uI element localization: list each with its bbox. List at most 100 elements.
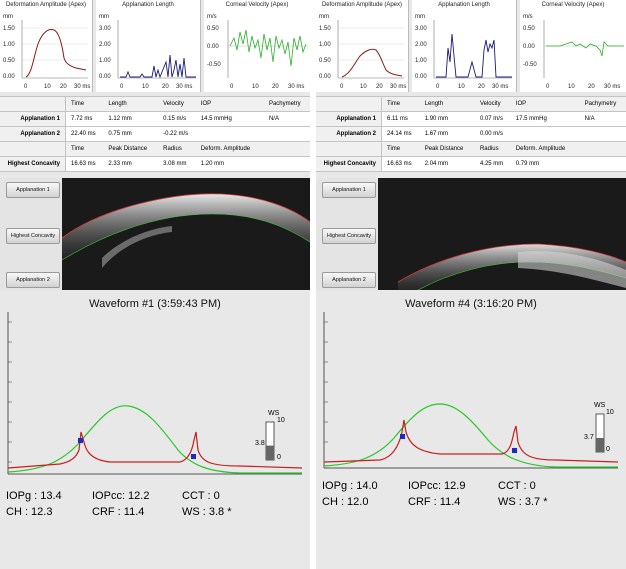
exam-panel-right: Deformation Amplitude (Apex) mm 1.50 1.0… <box>310 0 626 569</box>
ws-scale-label: WS <box>268 410 280 417</box>
parameters-table-left: Time Length Velocity IOP Pachymetry Applanat… <box>0 96 310 172</box>
velocity-graph: Corneal Velocity (Apex) m/s 0.50 0.00 -0… <box>204 0 310 92</box>
mini-graphs-right: Deformation Amplitude (Apex) mm 1.50 1.0… <box>316 0 626 92</box>
highest-concavity-button[interactable]: Highest Concavity <box>322 228 376 244</box>
svg-text:-0.50: -0.50 <box>207 62 221 68</box>
svg-text:30 ms: 30 ms <box>176 84 192 90</box>
svg-text:mm: mm <box>415 14 425 20</box>
svg-text:0: 0 <box>436 84 440 90</box>
exam-panel-left: Deformation Amplitude (Apex) mm 1.50 1.0… <box>0 0 310 569</box>
highest-concavity-button[interactable]: Highest Concavity <box>6 228 60 244</box>
row-label-highest-concavity: Highest Concavity <box>316 156 382 172</box>
scheimpflug-view-left: Applanation 1 Highest Concavity Applanat… <box>0 178 310 290</box>
svg-text:20: 20 <box>162 84 169 90</box>
applanation-1-marker <box>78 438 83 443</box>
svg-text:10: 10 <box>252 84 259 90</box>
svg-text:0.50: 0.50 <box>3 58 15 64</box>
svg-text:30 ms: 30 ms <box>492 84 508 90</box>
svg-text:20: 20 <box>60 84 67 90</box>
ws-scale-top: 10 <box>277 417 285 424</box>
svg-text:3.00: 3.00 <box>415 26 427 32</box>
svg-text:1.00: 1.00 <box>3 42 15 48</box>
svg-text:10: 10 <box>568 84 575 90</box>
ws-scale-top: 10 <box>606 409 614 416</box>
svg-text:0.00: 0.00 <box>99 74 111 80</box>
svg-text:0.50: 0.50 <box>207 26 219 32</box>
svg-text:30 ms: 30 ms <box>288 84 304 90</box>
applanation-2-marker <box>512 448 517 453</box>
svg-text:10: 10 <box>458 84 465 90</box>
applanation-2-marker <box>191 454 196 459</box>
svg-text:1.00: 1.00 <box>415 58 427 64</box>
ws-scale-bottom: 0 <box>606 446 610 453</box>
applanation-1-button[interactable]: Applanation 1 <box>6 182 60 198</box>
ch-readout: CH : 12.0 <box>322 496 369 508</box>
deformation-curve <box>25 29 87 78</box>
svg-text:10: 10 <box>44 84 51 90</box>
deformation-graph: Deformation Amplitude (Apex) mm 1.50 1.0… <box>0 0 93 92</box>
ws-readout: WS : 3.8 * <box>182 506 232 518</box>
iopg-readout: IOPg : 13.4 <box>6 490 62 502</box>
corneal-signal-curve <box>323 419 619 463</box>
iopcc-readout: IOPcc: 12.9 <box>408 480 466 492</box>
corneal-signal-curve <box>7 431 303 469</box>
waveform-title: Waveform #4 (3:16:20 PM) <box>405 298 537 310</box>
svg-text:mm: mm <box>319 14 329 20</box>
svg-text:0.00: 0.00 <box>415 74 427 80</box>
row-label-applanation-2: Applanation 2 <box>316 126 382 142</box>
svg-text:1.50: 1.50 <box>3 26 15 32</box>
deformation-curve <box>341 48 403 78</box>
waveform-title: Waveform #1 (3:59:43 PM) <box>89 298 221 310</box>
row-label-applanation-2: Applanation 2 <box>0 126 66 142</box>
row-label-highest-concavity: Highest Concavity <box>0 156 66 172</box>
cct-readout: CCT : 0 <box>182 490 220 502</box>
svg-text:0.00: 0.00 <box>207 44 219 50</box>
ws-scale-value: 3.8 <box>255 440 265 447</box>
deformation-graph: Deformation Amplitude (Apex) mm 1.50 1.0… <box>316 0 409 92</box>
svg-text:20: 20 <box>376 84 383 90</box>
row-label-applanation-1: Applanation 1 <box>316 111 382 127</box>
svg-text:m/s: m/s <box>207 14 217 20</box>
svg-text:30 ms: 30 ms <box>604 84 620 90</box>
svg-text:1.00: 1.00 <box>99 58 111 64</box>
svg-text:20: 20 <box>272 84 279 90</box>
mini-graphs-left: Deformation Amplitude (Apex) mm 1.50 1.0… <box>0 0 310 92</box>
velocity-graph: Corneal Velocity (Apex) m/s 0.50 0.00 -0… <box>520 0 626 92</box>
ws-scale-fill <box>266 445 274 460</box>
svg-text:0.50: 0.50 <box>319 58 331 64</box>
svg-text:mm: mm <box>99 14 109 20</box>
svg-text:0.00: 0.00 <box>319 74 331 80</box>
cornea-scan-image <box>378 178 626 291</box>
svg-text:0: 0 <box>340 84 344 90</box>
cornea-scan-image <box>61 178 310 290</box>
crf-readout: CRF : 11.4 <box>92 506 145 518</box>
svg-text:0.00: 0.00 <box>3 74 15 80</box>
svg-text:0: 0 <box>24 84 28 90</box>
iopcc-readout: IOPcc: 12.2 <box>92 490 150 502</box>
ws-scale-bottom: 0 <box>277 454 281 461</box>
pressure-curve <box>7 405 302 474</box>
ws-scale-value: 3.7 <box>584 434 594 441</box>
applanation-2-button[interactable]: Applanation 2 <box>322 272 376 288</box>
velocity-graph-title: Corneal Velocity (Apex) <box>225 2 289 8</box>
svg-text:2.00: 2.00 <box>99 42 111 48</box>
applanation-graph: Applanation Length mm 3.00 2.00 1.00 0.0… <box>96 0 201 92</box>
svg-text:20: 20 <box>478 84 485 90</box>
applanation-2-button[interactable]: Applanation 2 <box>6 272 60 288</box>
applanation-1-button[interactable]: Applanation 1 <box>322 182 376 198</box>
svg-text:0: 0 <box>546 84 550 90</box>
svg-text:10: 10 <box>360 84 367 90</box>
applanation-graph: Applanation Length mm 3.00 2.00 1.00 0.0… <box>412 0 517 92</box>
scheimpflug-view-right: Applanation 1 Highest Concavity Applanat… <box>316 178 626 291</box>
deformation-graph-title: Deformation Amplitude (Apex) <box>5 2 87 8</box>
svg-text:20: 20 <box>588 84 595 90</box>
velocity-curve <box>229 29 307 67</box>
svg-text:0.50: 0.50 <box>523 26 535 32</box>
waveform-section-left: Waveform #1 (3:59:43 PM) WS 10 3.8 0 IOP… <box>0 292 310 569</box>
svg-text:0: 0 <box>120 84 124 90</box>
applanation-curve <box>120 54 196 79</box>
cct-readout: CCT : 0 <box>498 480 536 492</box>
ws-scale-fill <box>596 438 604 452</box>
pressure-curve <box>323 403 618 468</box>
svg-text:3.00: 3.00 <box>99 26 111 32</box>
